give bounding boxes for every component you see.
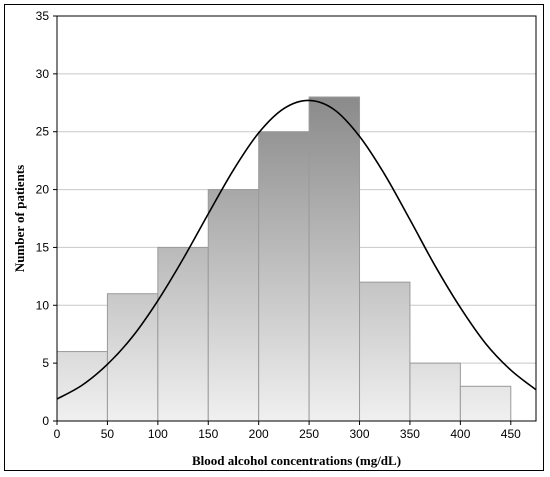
- histogram-bar-250-300: [308, 96, 361, 422]
- x-tick-label-250: 250: [299, 427, 319, 441]
- histogram-bars: [56, 96, 512, 422]
- y-tick-label-20: 20: [36, 183, 50, 197]
- x-tick-label-0: 0: [54, 427, 61, 441]
- x-tick-label-150: 150: [198, 427, 218, 441]
- x-tick-label-450: 450: [501, 427, 521, 441]
- y-tick-label-15: 15: [36, 240, 50, 254]
- y-tick-label-25: 25: [36, 125, 50, 139]
- x-axis-title: Blood alcohol concentrations (mg/dL): [192, 453, 401, 468]
- plot-area-border: [56, 15, 537, 422]
- y-axis-title: Number of patients: [12, 165, 27, 272]
- y-tick-label-35: 35: [36, 9, 50, 23]
- x-tick-label-100: 100: [148, 427, 168, 441]
- normal-curve-line: [56, 99, 537, 400]
- histogram-bar-100-150: [157, 246, 209, 422]
- y-tick-label-5: 5: [42, 356, 49, 370]
- histogram-bar-400-450: [459, 385, 512, 422]
- normal-fit-curve: [56, 99, 537, 400]
- x-tick-label-50: 50: [101, 427, 115, 441]
- histogram-bar-150-200: [207, 189, 260, 422]
- x-tick-label-200: 200: [249, 427, 269, 441]
- y-tick-label-10: 10: [36, 298, 50, 312]
- histogram-bar-350-400: [409, 362, 461, 422]
- y-tick-label-0: 0: [42, 414, 49, 428]
- histogram-bar-300-350: [359, 281, 411, 422]
- x-tick-label-350: 350: [400, 427, 420, 441]
- histogram-bar-200-250: [258, 131, 310, 422]
- histogram-bar-50-100: [106, 293, 159, 422]
- histogram-bar-0-50: [56, 351, 108, 422]
- y-tick-label-30: 30: [36, 67, 50, 81]
- x-tick-label-400: 400: [450, 427, 470, 441]
- x-tick-label-300: 300: [350, 427, 370, 441]
